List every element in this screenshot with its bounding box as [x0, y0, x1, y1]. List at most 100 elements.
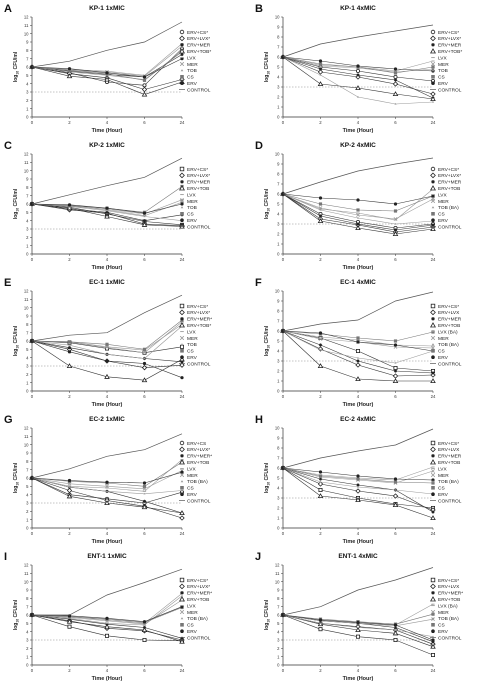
x-tick-label: 2: [319, 394, 322, 399]
series-erv-lvx: [280, 328, 436, 379]
y-tick-label: 8: [26, 185, 29, 190]
marker-diamond-open: [430, 446, 436, 453]
legend-label: LVX: [438, 192, 448, 198]
marker-x: [105, 484, 109, 489]
x-axis-label: Time (Hour): [343, 128, 374, 134]
legend-label: ERV+MER*: [187, 317, 212, 323]
y-tick-label: 3: [277, 359, 280, 364]
series-control: [282, 567, 434, 616]
legend-label: ERV+CS*: [438, 441, 459, 447]
x-axis-label: Time (Hour): [343, 265, 374, 271]
marker-star: [356, 483, 360, 487]
y-tick-label: 4: [277, 486, 280, 491]
marker-square-open: [179, 577, 185, 583]
x-tick-label: 0: [282, 120, 285, 125]
x-tick-label: 24: [180, 668, 185, 673]
legend-label: MER: [187, 610, 198, 616]
y-tick-label: 3: [26, 638, 29, 643]
marker-diamond-open: [141, 86, 148, 93]
y-tick-label: 0: [26, 389, 29, 394]
series-erv-tob: [29, 201, 185, 229]
marker-triangle-small: [394, 628, 397, 631]
y-tick-label: 4: [277, 212, 280, 217]
marker-square-filled: [67, 340, 72, 344]
marker-circle-filled: [180, 81, 184, 85]
x-tick-label: 4: [357, 120, 360, 125]
panel-letter: A: [4, 3, 12, 15]
marker-circle-filled: [105, 480, 109, 484]
y-axis-label: log10 CFU/ml: [13, 599, 20, 630]
legend-label: ERV+TOB*: [438, 49, 462, 55]
marker-triangle-open: [430, 596, 436, 602]
x-tick-label: 2: [319, 120, 322, 125]
marker-star: [431, 223, 435, 227]
y-tick-label: 6: [26, 202, 29, 207]
legend-label: ERV+MER: [438, 43, 462, 49]
y-tick-label: 4: [26, 492, 29, 497]
y-tick-label: 6: [26, 613, 29, 618]
marker-triangle-small: [143, 215, 146, 218]
marker-circle-filled: [105, 71, 109, 75]
series-control: [31, 294, 183, 342]
x-tick-label: 24: [431, 668, 436, 673]
marker-star: [180, 454, 184, 458]
legend-label: ERV+LVX*: [187, 310, 210, 316]
marker-diamond-open: [430, 91, 436, 97]
y-tick-label: 9: [277, 162, 280, 167]
y-tick-label: 7: [26, 604, 29, 609]
x-axis-label: Time (Hour): [343, 676, 374, 682]
marker-circle-filled: [431, 629, 435, 633]
marker-square-filled: [142, 347, 147, 351]
series-control: [282, 291, 434, 332]
y-axis-label: log10 CFU/ml: [264, 599, 271, 630]
marker-star: [431, 43, 435, 47]
legend-label: CONTROL: [187, 498, 211, 504]
series-control: [31, 433, 183, 479]
y-tick-label: 9: [26, 314, 29, 319]
marker-circle-filled: [105, 359, 109, 363]
panel-title: KP-1 1xMIC: [89, 5, 125, 12]
y-tick-label: 5: [26, 73, 29, 78]
marker-triangle-small: [143, 357, 146, 360]
legend-label: ERV+MER*: [187, 591, 212, 597]
x-tick-label: 24: [180, 120, 185, 125]
y-tick-label: 3: [26, 227, 29, 232]
legend-label: ERV: [187, 629, 198, 635]
x-tick-label: 6: [394, 257, 397, 262]
marker-triangle-open: [104, 623, 110, 629]
marker-circle-filled: [431, 81, 435, 85]
marker-circle-filled: [180, 629, 184, 633]
series-line: [282, 24, 434, 58]
marker-star: [180, 52, 184, 57]
legend-label: CS: [187, 349, 194, 355]
series-erv-tob: [280, 191, 436, 236]
x-tick-label: 0: [31, 257, 34, 262]
legend: ERV+CS*ERV+LVX*ERV+MERERV+TOBLVXMERTOBCS…: [179, 166, 211, 230]
y-tick-label: 1: [26, 654, 29, 659]
y-tick-label: 8: [277, 172, 280, 177]
marker-square-filled: [356, 208, 360, 212]
marker-triangle-open: [430, 459, 436, 465]
marker-x: [430, 609, 436, 615]
marker-triangle-open: [392, 91, 399, 96]
legend-label: ERV+TOB: [438, 323, 460, 329]
y-tick-label: 8: [26, 48, 29, 53]
x-axis-label: Time (Hour): [343, 402, 374, 408]
marker-triangle-open: [179, 356, 185, 362]
marker-triangle-small: [356, 95, 360, 98]
marker-star: [180, 317, 184, 321]
marker-circle-filled: [67, 478, 72, 483]
panel-letter: J: [255, 551, 261, 563]
y-tick-label: 2: [277, 646, 280, 651]
marker-square-open: [355, 348, 360, 353]
y-tick-label: 11: [275, 571, 280, 576]
marker-triangle-open: [141, 377, 148, 383]
y-tick-label: 11: [24, 571, 29, 576]
marker-square-filled: [431, 212, 435, 216]
y-tick-label: 8: [277, 596, 280, 601]
y-tick-label: 9: [26, 588, 29, 593]
marker-triangle-open: [355, 497, 361, 502]
marker-triangle-open: [141, 221, 148, 227]
